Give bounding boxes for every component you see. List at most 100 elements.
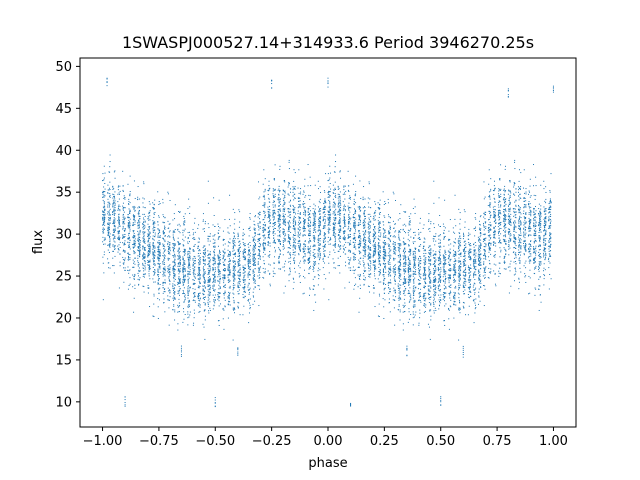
data-point (124, 235, 126, 237)
data-point (449, 263, 451, 265)
data-point (148, 275, 150, 277)
data-point (323, 235, 325, 237)
data-point (182, 261, 184, 263)
data-point (133, 180, 135, 182)
data-point (428, 288, 430, 290)
data-point (198, 305, 200, 307)
data-point (214, 267, 216, 269)
data-point (534, 238, 536, 240)
data-point (384, 229, 386, 231)
data-point (494, 214, 496, 216)
data-point (199, 257, 201, 259)
data-point (198, 237, 200, 239)
data-point (203, 296, 205, 298)
data-point (232, 242, 234, 244)
data-point (494, 254, 496, 256)
data-point (334, 220, 336, 222)
data-point (480, 234, 482, 236)
data-point (199, 263, 201, 265)
data-point (163, 254, 165, 256)
data-point (434, 273, 436, 275)
data-point (212, 258, 214, 260)
data-point (338, 201, 340, 203)
data-point (298, 253, 300, 255)
data-point (108, 228, 110, 230)
data-point (313, 257, 315, 259)
data-point (269, 242, 271, 244)
data-point (292, 246, 294, 248)
data-point (223, 269, 225, 271)
data-point (533, 218, 535, 220)
data-point (475, 287, 477, 289)
data-point (332, 192, 334, 194)
data-point (244, 252, 246, 254)
data-point (283, 230, 285, 232)
data-point (449, 239, 451, 241)
data-point (153, 257, 155, 259)
data-point (347, 256, 349, 258)
data-point (538, 224, 540, 226)
data-point (172, 237, 174, 239)
data-point (133, 224, 135, 226)
data-point (198, 262, 200, 264)
data-point (273, 262, 275, 264)
data-point (438, 274, 440, 276)
data-point (143, 181, 145, 183)
data-point (263, 251, 265, 253)
data-point (153, 256, 155, 258)
data-point (219, 227, 221, 229)
data-point (153, 281, 155, 283)
data-point (515, 226, 517, 228)
data-point (358, 219, 360, 221)
data-point (490, 268, 492, 270)
data-point (244, 286, 246, 288)
data-point (172, 250, 174, 252)
data-point (479, 274, 481, 276)
data-point (238, 277, 240, 279)
data-point (433, 277, 435, 279)
data-point (288, 211, 290, 213)
data-point (550, 240, 552, 242)
data-point (198, 250, 200, 252)
data-point (533, 247, 535, 249)
data-point (439, 242, 441, 244)
data-point (542, 249, 544, 251)
data-point (373, 226, 375, 228)
data-point (129, 254, 131, 256)
data-point (450, 292, 452, 294)
data-point (252, 270, 254, 272)
data-point (139, 218, 141, 220)
data-point (263, 218, 265, 220)
data-point (187, 291, 189, 293)
data-point (545, 208, 547, 210)
data-point (423, 296, 425, 298)
data-point (138, 209, 140, 211)
data-point (358, 250, 360, 252)
data-point (394, 247, 396, 249)
data-point (308, 242, 310, 244)
data-point (388, 272, 390, 274)
data-point (128, 238, 130, 240)
data-point (242, 228, 244, 230)
data-point (189, 314, 191, 316)
data-point (114, 177, 116, 179)
data-point (533, 220, 535, 222)
data-point (419, 245, 421, 247)
data-point (298, 276, 300, 278)
data-point (439, 241, 441, 243)
data-point (112, 186, 114, 188)
data-point (122, 225, 124, 227)
data-point (533, 248, 535, 250)
data-point (423, 262, 425, 264)
data-point (348, 208, 350, 210)
data-point (197, 255, 199, 257)
data-point (374, 248, 376, 250)
data-point (410, 213, 412, 215)
data-point (545, 254, 547, 256)
data-point (485, 266, 487, 268)
data-point (312, 278, 314, 280)
data-point (134, 220, 136, 222)
data-point (509, 247, 511, 249)
data-point (144, 257, 146, 259)
data-point (177, 237, 179, 239)
